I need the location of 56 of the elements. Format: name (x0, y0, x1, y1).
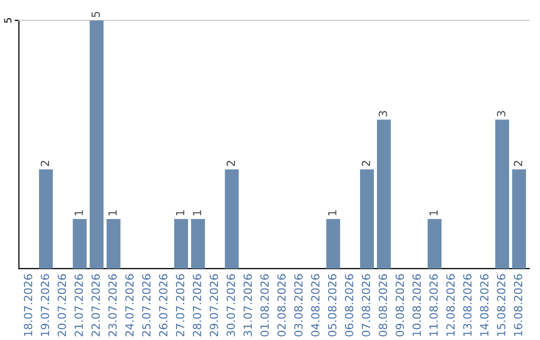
x-tick-label: 24.07.2026 (125, 274, 134, 336)
data-label: 3 (378, 111, 388, 116)
x-tick-label: 15.08.2026 (496, 274, 506, 336)
x-tick-label: 28.07.2026 (192, 274, 202, 336)
x-tick-label: 27.07.2026 (176, 274, 184, 336)
bar (174, 218, 188, 269)
bar (376, 120, 391, 269)
data-label: 5 (92, 12, 100, 18)
data-label: 1 (192, 210, 202, 216)
x-tick-label: 02.08.2026 (277, 274, 286, 336)
x-tick-label: 20.07.2026 (58, 274, 66, 336)
x-tick-label: 30.07.2026 (226, 274, 236, 336)
x-tick-label: 19.07.2026 (40, 274, 50, 336)
bar (106, 218, 120, 269)
data-label: 1 (74, 210, 83, 216)
data-label: 1 (430, 210, 438, 216)
bar (495, 120, 510, 269)
data-label: 1 (328, 210, 336, 216)
data-label: 1 (108, 210, 117, 216)
x-tick-label: 29.07.2026 (210, 274, 218, 336)
data-label: 2 (514, 160, 522, 166)
x-tick-label: 09.08.2026 (396, 274, 404, 336)
bar (360, 169, 374, 269)
bar (39, 169, 53, 269)
x-tick-label: 04.08.2026 (311, 274, 320, 336)
data-label: 2 (226, 160, 235, 166)
bar (90, 20, 104, 269)
bar (191, 218, 205, 269)
data-label: 2 (362, 160, 370, 166)
x-tick-label: 23.07.2026 (108, 274, 117, 336)
x-tick-label: 13.08.2026 (463, 274, 472, 336)
x-tick-label: 10.08.2026 (412, 274, 421, 336)
data-label: 3 (496, 111, 506, 116)
x-tick-label: 11.08.2026 (429, 274, 438, 336)
x-tick-label: 08.08.2026 (378, 274, 388, 336)
x-tick-label: 01.08.2026 (260, 274, 269, 336)
x-tick-label: 12.08.2026 (446, 274, 455, 336)
x-tick-label: 14.08.2026 (480, 274, 488, 336)
x-tick-label: 07.08.2026 (362, 274, 370, 336)
x-tick-label: 16.08.2026 (514, 274, 522, 336)
x-tick-label: 26.07.2026 (159, 274, 168, 336)
x-tick-label: 06.08.2026 (344, 274, 354, 336)
x-tick-label: 22.07.2026 (91, 274, 100, 336)
x-tick-label: 05.08.2026 (328, 274, 336, 336)
x-tick-label: 31.07.2026 (244, 274, 252, 336)
x-tick-label: 03.08.2026 (294, 274, 303, 336)
bar (72, 218, 87, 269)
bar (326, 218, 340, 269)
bar (512, 169, 526, 269)
x-tick-label: 18.07.2026 (24, 274, 32, 336)
x-tick-label: 21.07.2026 (74, 274, 83, 336)
data-label: 1 (176, 210, 184, 216)
data-label: 2 (40, 160, 49, 166)
bar (428, 218, 442, 269)
x-tick-label: 25.07.2026 (142, 274, 151, 336)
bar (224, 169, 239, 269)
